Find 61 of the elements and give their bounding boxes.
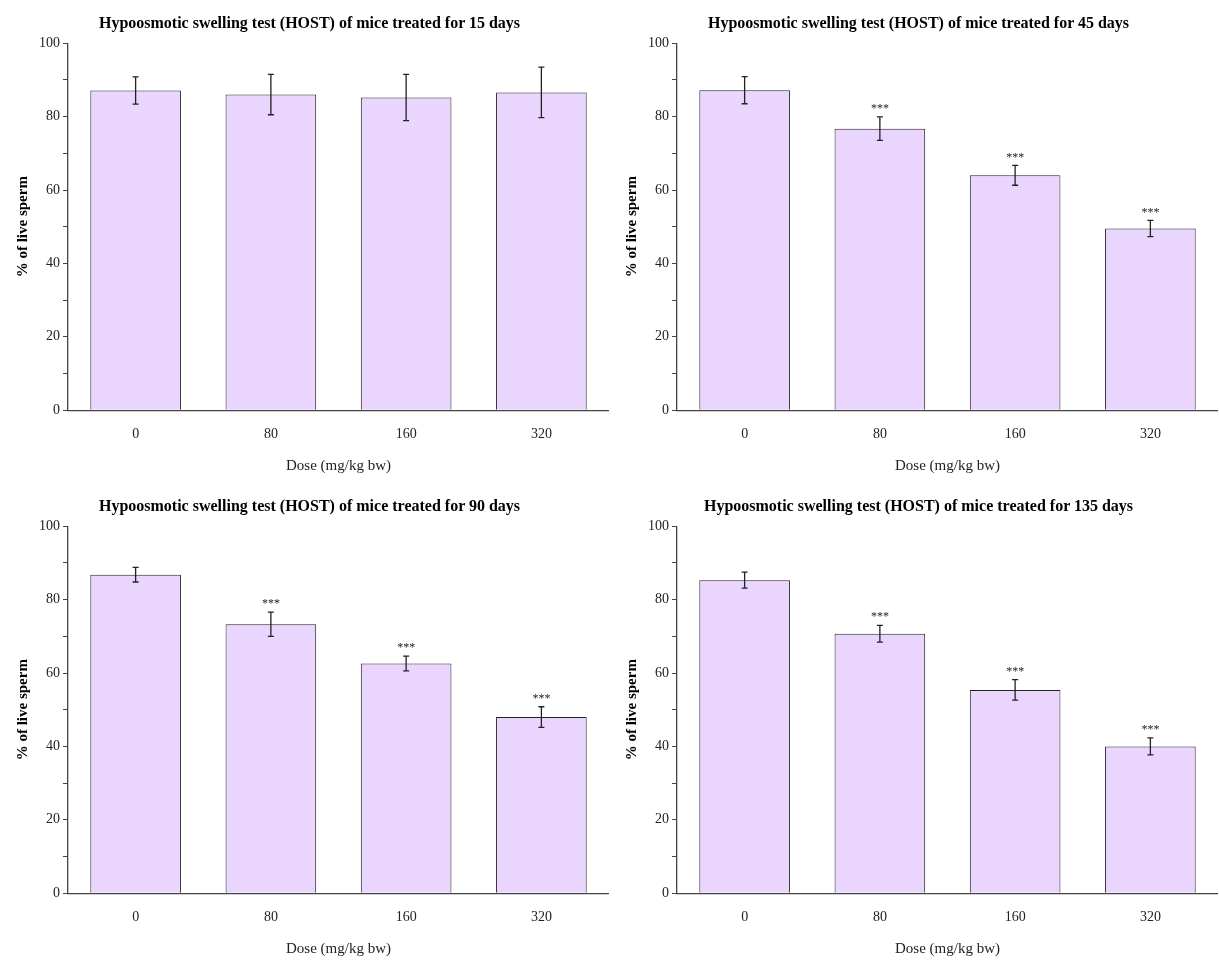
y-tick-label: 100 (39, 517, 60, 533)
y-tick-label: 0 (662, 401, 669, 417)
x-tick-label: 80 (872, 426, 887, 442)
y-tick-label: 80 (46, 108, 60, 124)
annotation: *** (532, 690, 551, 705)
x-tick-label: 320 (1139, 426, 1161, 442)
chart-title: Hypoosmotic swelling test (HOST) of mice treated for 135 days (703, 496, 1134, 515)
annotation: *** (397, 640, 416, 655)
y-tick-label: 0 (662, 884, 669, 900)
x-tick-label: 0 (132, 426, 140, 442)
x-tick-label: 0 (132, 909, 140, 925)
y-tick-label: 20 (46, 811, 60, 827)
y-axis-title: % of live sperm (13, 175, 30, 278)
y-tick-label: 0 (53, 884, 60, 900)
x-tick-label: 80 (263, 426, 278, 442)
x-tick-label: 80 (872, 909, 887, 925)
y-tick-label: 60 (46, 181, 60, 197)
x-tick-label: 80 (263, 909, 278, 925)
y-axis-title: % of live sperm (13, 658, 30, 761)
x-tick-label: 320 (530, 909, 552, 925)
y-tick-label: 20 (655, 811, 669, 827)
y-tick-label: 20 (655, 328, 669, 344)
annotation: *** (870, 101, 889, 116)
x-axis-title: Dose (mg/kg bw) (895, 939, 1000, 957)
y-axis-title: % of live sperm (622, 175, 639, 278)
x-axis-title: Dose (mg/kg bw) (286, 939, 391, 957)
y-tick-label: 60 (46, 664, 60, 680)
x-tick-label: 0 (741, 426, 749, 442)
annotation: *** (1006, 663, 1025, 678)
x-tick-label: 160 (1004, 909, 1026, 925)
y-tick-label: 100 (39, 34, 60, 50)
y-tick-label: 40 (655, 255, 669, 271)
y-tick-label: 100 (648, 517, 669, 533)
x-tick-label: 320 (1139, 909, 1161, 925)
y-tick-label: 40 (655, 738, 669, 754)
y-tick-label: 80 (46, 591, 60, 607)
y-tick-label: 60 (655, 664, 669, 680)
x-tick-label: 0 (741, 909, 749, 925)
chart-title: Hypoosmotic swelling test (HOST) of mice treated for 45 days (707, 13, 1130, 32)
y-axis-title: % of live sperm (622, 658, 639, 761)
annotation: *** (870, 609, 889, 624)
chart-title: Hypoosmotic swelling test (HOST) of mice treated for 15 days (98, 13, 521, 32)
x-tick-label: 160 (1004, 426, 1026, 442)
x-axis-title: Dose (mg/kg bw) (286, 456, 391, 474)
x-tick-label: 320 (530, 426, 552, 442)
x-tick-label: 160 (395, 426, 417, 442)
chart-title: Hypoosmotic swelling test (HOST) of mice treated for 90 days (98, 496, 521, 515)
y-tick-label: 0 (53, 401, 60, 417)
annotation: *** (1141, 722, 1160, 737)
annotation: *** (1006, 149, 1025, 164)
y-tick-label: 40 (46, 738, 60, 754)
x-axis-title: Dose (mg/kg bw) (895, 456, 1000, 474)
x-tick-label: 160 (395, 909, 417, 925)
y-tick-label: 80 (655, 108, 669, 124)
annotation: *** (1141, 204, 1160, 219)
annotation: *** (261, 596, 280, 611)
y-tick-label: 40 (46, 255, 60, 271)
y-tick-label: 80 (655, 591, 669, 607)
y-tick-label: 100 (648, 34, 669, 50)
y-tick-label: 20 (46, 328, 60, 344)
y-tick-label: 60 (655, 181, 669, 197)
